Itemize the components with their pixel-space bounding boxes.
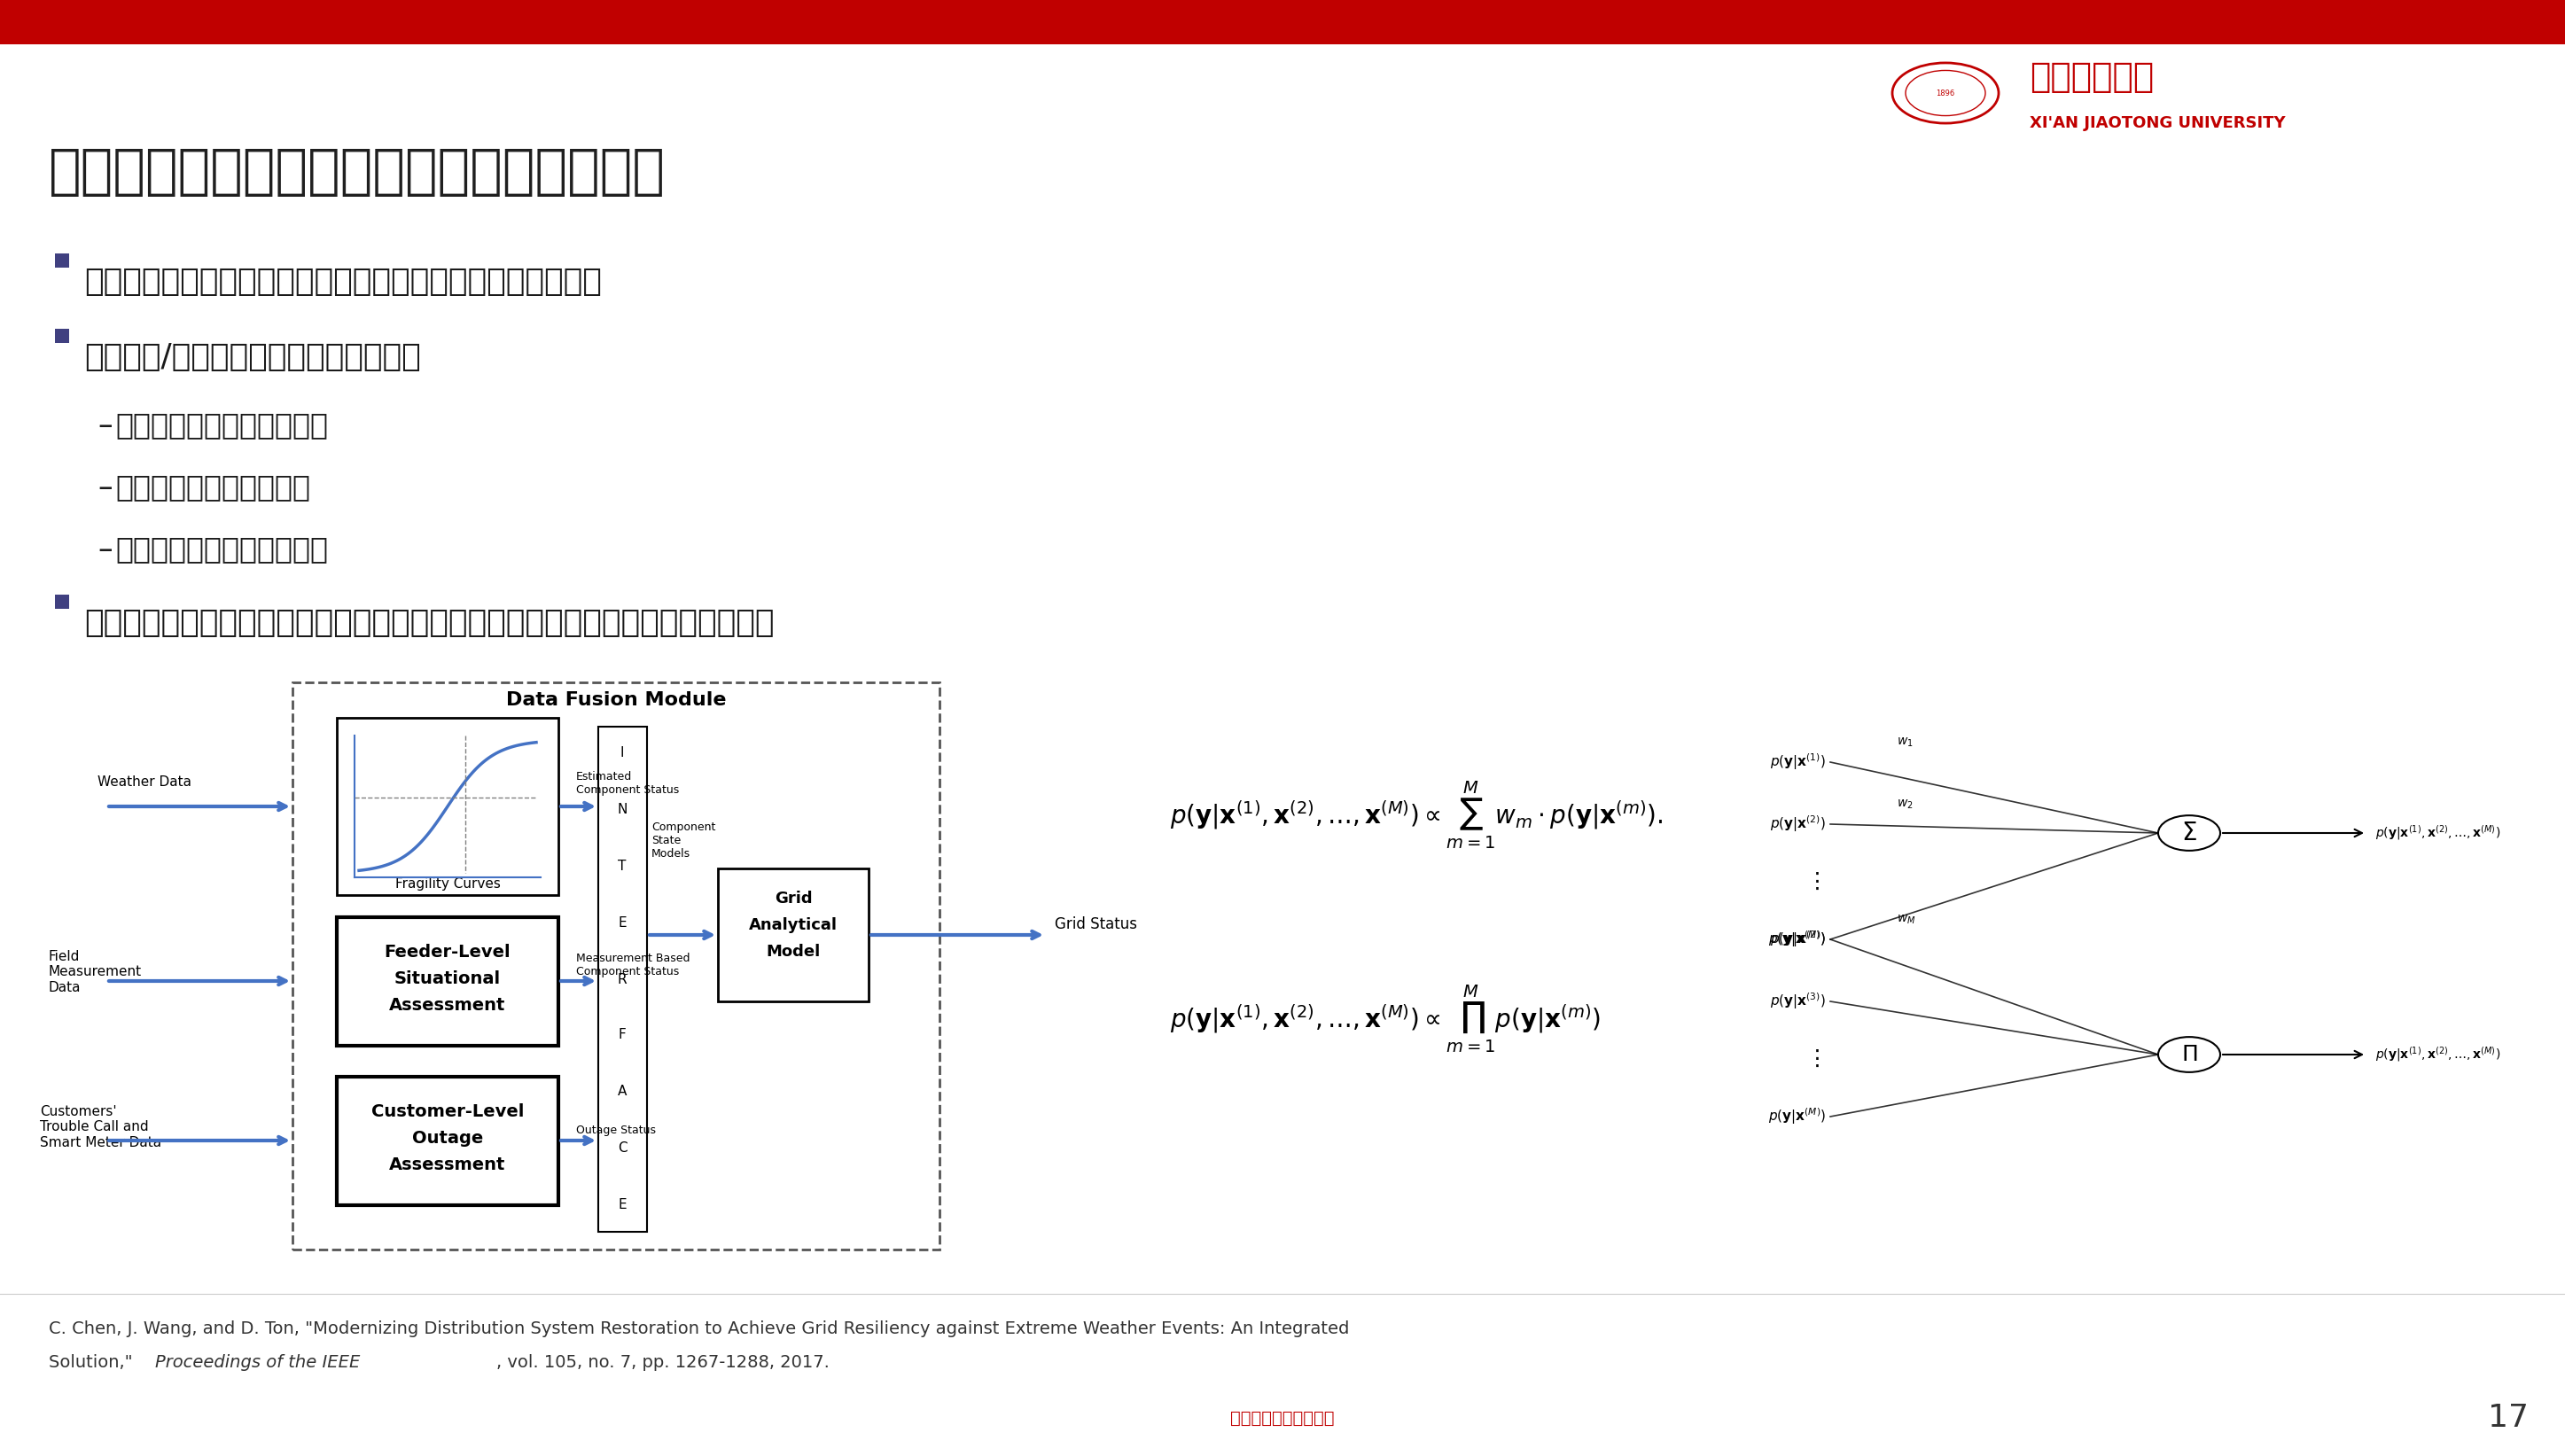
Text: $p(\mathbf{y}|\mathbf{x}^{(1)}, \mathbf{x}^{(2)}, \ldots, \mathbf{x}^{(M)})$: $p(\mathbf{y}|\mathbf{x}^{(1)}, \mathbf{… [2375, 824, 2501, 842]
Text: Feeder-Level: Feeder-Level [385, 943, 510, 961]
Text: ⋮: ⋮ [1806, 1048, 1829, 1070]
Text: $w_M$: $w_M$ [1896, 913, 1916, 926]
Text: I: I [621, 747, 623, 760]
Text: F: F [618, 1028, 626, 1041]
Text: N: N [618, 802, 628, 815]
Text: $p(\mathbf{y}|\mathbf{x}^{(1)}, \mathbf{x}^{(2)}, \ldots, \mathbf{x}^{(M)})$: $p(\mathbf{y}|\mathbf{x}^{(1)}, \mathbf{… [2375, 1045, 2501, 1064]
Text: –: – [97, 534, 113, 563]
Text: 极端事件下每一种信息都是不准确或不完全：概率化融合多源信息提高定位准确性: 极端事件下每一种信息都是不准确或不完全：概率化融合多源信息提高定位准确性 [85, 609, 775, 638]
Circle shape [2157, 1037, 2221, 1072]
Text: Component
State
Models: Component State Models [652, 821, 716, 859]
Text: 西安交通大学: 西安交通大学 [2029, 60, 2155, 95]
Bar [0, 0, 2565, 44]
Text: $\Sigma$: $\Sigma$ [2180, 821, 2198, 846]
Text: 17: 17 [2488, 1402, 2529, 1433]
Text: Analytical: Analytical [749, 917, 839, 933]
Text: $p(\mathbf{y}|\mathbf{x}^{(M)})$: $p(\mathbf{y}|\mathbf{x}^{(M)})$ [1767, 1107, 1826, 1127]
Text: Situational: Situational [395, 970, 500, 987]
Text: Outage: Outage [413, 1130, 482, 1147]
Bar [54, 253, 69, 268]
Text: C. Chen, J. Wang, and D. Ton, "Modernizing Distribution System Restoration to Ac: C. Chen, J. Wang, and D. Ton, "Modernizi… [49, 1321, 1349, 1337]
Text: $p(\mathbf{y}|\mathbf{x}^{(2)})$: $p(\mathbf{y}|\mathbf{x}^{(2)})$ [1770, 929, 1826, 949]
Text: E: E [618, 916, 626, 929]
Bar [54, 329, 69, 344]
Text: T: T [618, 859, 626, 872]
Text: Fragility Curves: Fragility Curves [395, 878, 500, 891]
Text: E: E [618, 1198, 626, 1211]
Text: Assessment: Assessment [390, 997, 505, 1013]
Text: –: – [97, 411, 113, 440]
Text: Grid: Grid [775, 891, 813, 907]
Text: Estimated
Component Status: Estimated Component Status [577, 772, 680, 796]
Text: $w_1$: $w_1$ [1896, 737, 1913, 748]
Text: Data Fusion Module: Data Fusion Module [505, 692, 726, 709]
Text: –: – [97, 473, 113, 502]
Text: Assessment: Assessment [390, 1156, 505, 1174]
Text: ⋮: ⋮ [1806, 871, 1829, 893]
FancyBboxPatch shape [718, 868, 870, 1002]
Text: Outage Status: Outage Status [577, 1124, 657, 1136]
FancyBboxPatch shape [336, 917, 559, 1045]
Text: 1896: 1896 [1937, 89, 1955, 98]
FancyBboxPatch shape [336, 1077, 559, 1206]
Text: 信息层：概率化多源信息融合提高故障定位: 信息层：概率化多源信息融合提高故障定位 [49, 146, 664, 198]
FancyBboxPatch shape [336, 718, 559, 895]
Text: R: R [618, 973, 626, 986]
Text: A: A [618, 1085, 626, 1098]
Text: $p(\mathbf{y}|\mathbf{x}^{(1)})$: $p(\mathbf{y}|\mathbf{x}^{(1)})$ [1770, 753, 1826, 772]
Text: $p(\mathbf{y}|\mathbf{x}^{(1)}, \mathbf{x}^{(2)}, \ldots, \mathbf{x}^{(M)}) \pro: $p(\mathbf{y}|\mathbf{x}^{(1)}, \mathbf{… [1170, 983, 1601, 1056]
Text: Customers'
Trouble Call and
Smart Meter Data: Customers' Trouble Call and Smart Meter … [41, 1105, 162, 1149]
Circle shape [2157, 815, 2221, 850]
Text: $p(\mathbf{y}|\mathbf{x}^{(2)})$: $p(\mathbf{y}|\mathbf{x}^{(2)})$ [1770, 814, 1826, 834]
Text: $\Pi$: $\Pi$ [2180, 1044, 2198, 1066]
Text: XI'AN JIAOTONG UNIVERSITY: XI'AN JIAOTONG UNIVERSITY [2029, 115, 2285, 131]
Text: $p(\mathbf{y}|\mathbf{x}^{(3)})$: $p(\mathbf{y}|\mathbf{x}^{(3)})$ [1770, 992, 1826, 1012]
Text: , vol. 105, no. 7, pp. 1267-1288, 2017.: , vol. 105, no. 7, pp. 1267-1288, 2017. [498, 1354, 828, 1372]
FancyBboxPatch shape [598, 727, 646, 1232]
Text: Measurement Based
Component Status: Measurement Based Component Status [577, 952, 690, 977]
Text: 不同信息/数据从不同维度提供故障信息: 不同信息/数据从不同维度提供故障信息 [85, 342, 421, 373]
Text: C: C [618, 1142, 626, 1155]
Text: $w_2$: $w_2$ [1896, 798, 1913, 811]
Text: 用户数据：从用户观测角度: 用户数据：从用户观测角度 [115, 534, 328, 563]
Text: $p(\mathbf{y}|\mathbf{x}^{(1)}, \mathbf{x}^{(2)}, \ldots, \mathbf{x}^{(M)}) \pro: $p(\mathbf{y}|\mathbf{x}^{(1)}, \mathbf{… [1170, 779, 1662, 852]
Text: Grid Status: Grid Status [1054, 916, 1136, 932]
Bar [54, 594, 69, 609]
Text: Customer-Level: Customer-Level [372, 1104, 523, 1120]
Text: Model: Model [767, 943, 821, 960]
Text: Field
Measurement
Data: Field Measurement Data [49, 949, 141, 994]
Text: Solution,": Solution," [49, 1354, 139, 1372]
Text: 天气数据：统计和物理角度: 天气数据：统计和物理角度 [115, 411, 328, 440]
Text: Weather Data: Weather Data [97, 776, 192, 789]
Text: Proceedings of the IEEE: Proceedings of the IEEE [154, 1354, 359, 1372]
Text: 电网量测数据：电气角度: 电网量测数据：电气角度 [115, 473, 310, 502]
Text: 电力系统恢复决策的前提是了解系统故障状态（如故障位置）: 电力系统恢复决策的前提是了解系统故障状态（如故障位置） [85, 266, 603, 297]
Text: 《电工技术学报》发布: 《电工技术学报》发布 [1231, 1409, 1334, 1427]
Text: $p(\mathbf{y}|\mathbf{x}^{(M)})$: $p(\mathbf{y}|\mathbf{x}^{(M)})$ [1767, 929, 1826, 949]
